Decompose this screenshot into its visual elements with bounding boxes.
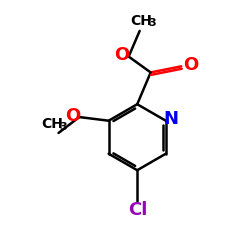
- Text: Cl: Cl: [128, 201, 148, 219]
- Text: 3: 3: [60, 122, 67, 132]
- Text: O: O: [114, 46, 129, 64]
- Text: O: O: [183, 56, 198, 74]
- Text: 3: 3: [148, 18, 156, 28]
- Text: N: N: [164, 110, 179, 128]
- Text: CH: CH: [131, 14, 152, 28]
- Text: O: O: [65, 107, 80, 125]
- Text: CH: CH: [41, 118, 63, 132]
